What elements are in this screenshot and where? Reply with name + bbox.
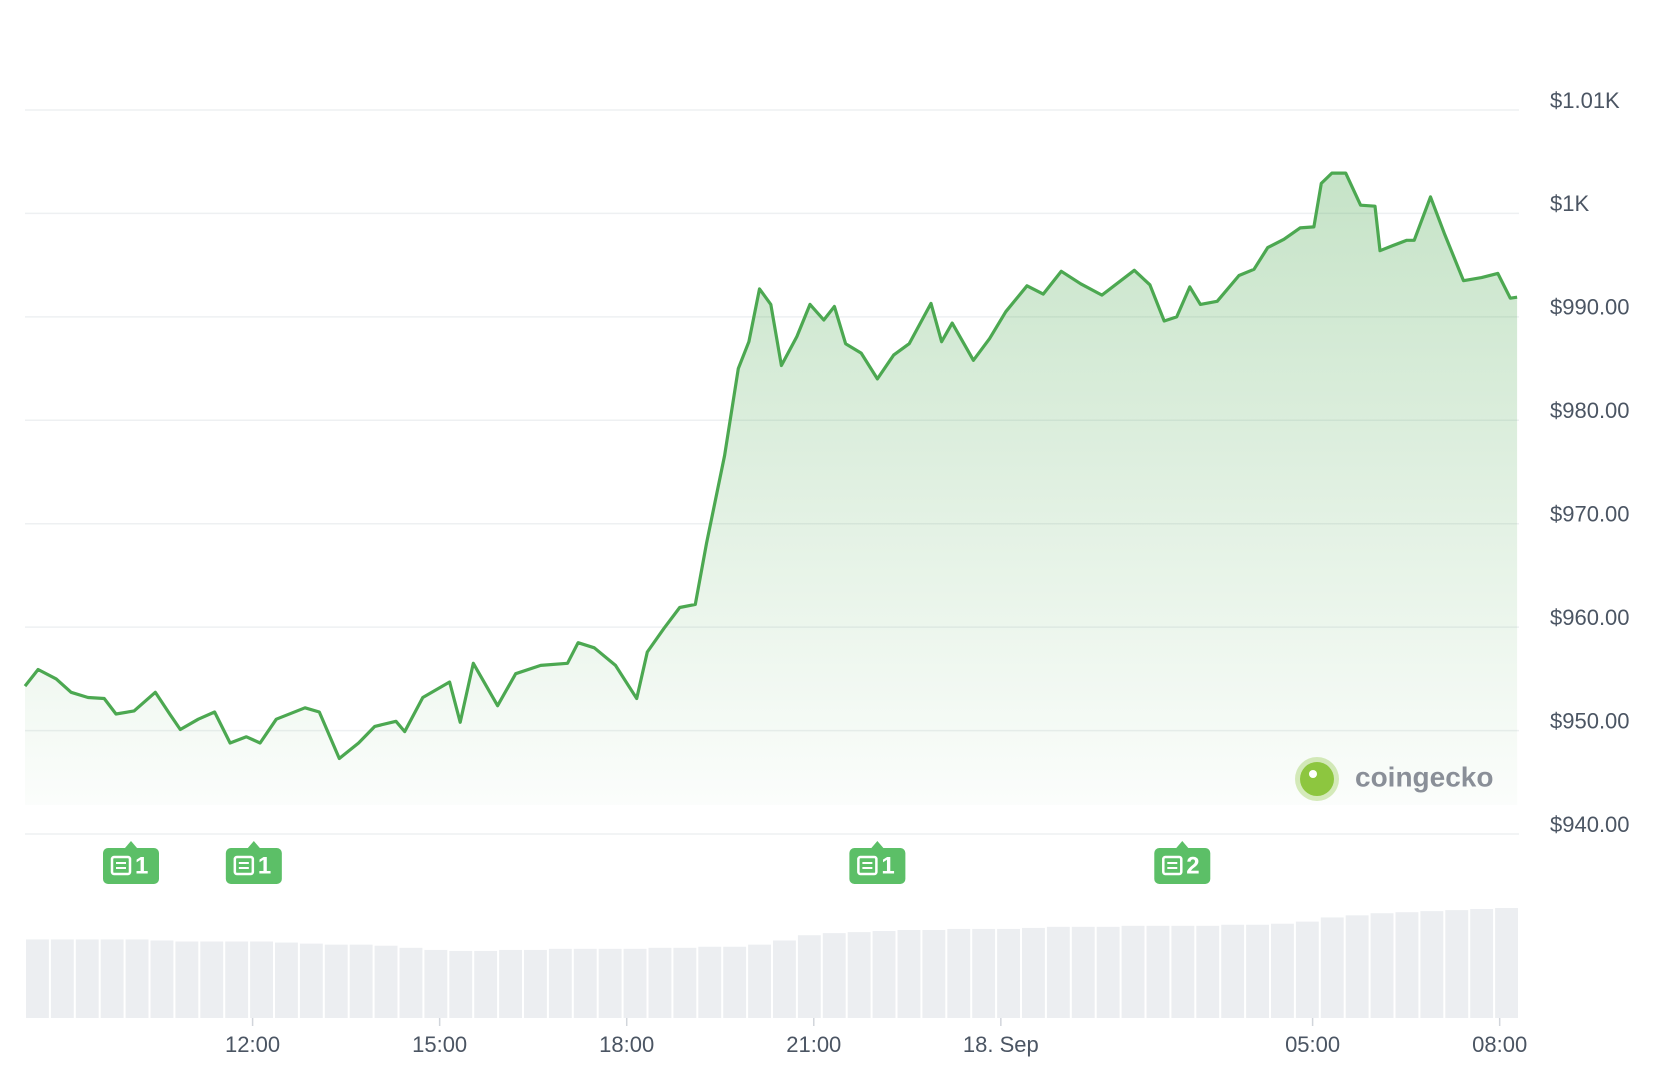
volume-bar: [75, 939, 99, 1018]
volume-bar: [822, 933, 846, 1018]
volume-bar: [299, 943, 323, 1018]
y-tick-label: $940.00: [1550, 812, 1630, 837]
volume-bar: [1395, 912, 1419, 1018]
badge-count: 1: [258, 852, 271, 879]
news-badge: 1: [103, 841, 160, 884]
y-tick-label: $970.00: [1550, 502, 1630, 527]
price-area: [25, 173, 1518, 806]
volume-bar: [225, 941, 249, 1018]
brand-logo: coingecko: [1295, 757, 1493, 801]
news-badge: 1: [849, 841, 906, 884]
volume-bar: [1320, 917, 1344, 1018]
volume-bar: [1096, 926, 1120, 1018]
volume-bar: [1246, 924, 1269, 1018]
volume-bar: [847, 932, 871, 1018]
volume-bar: [548, 948, 572, 1018]
volume-bar: [449, 950, 473, 1018]
volume-bar: [723, 946, 747, 1018]
volume-bar: [374, 945, 398, 1018]
volume-bar: [573, 948, 597, 1018]
volume-bar: [773, 940, 796, 1018]
volume-bar: [1420, 911, 1444, 1018]
y-tick-label: $1.01K: [1550, 88, 1620, 113]
volume-bar: [673, 947, 697, 1018]
volume-bar: [150, 940, 174, 1018]
volume-bar: [1295, 921, 1319, 1018]
x-tick-label: 08:00: [1472, 1032, 1527, 1057]
logo-eye: [1309, 770, 1317, 778]
volume-bar: [1146, 925, 1170, 1018]
volume-bar: [524, 949, 547, 1018]
volume-bar: [499, 949, 522, 1018]
volume-bar: [175, 941, 199, 1018]
y-tick-label: $960.00: [1550, 605, 1630, 630]
badge-pointer: [247, 841, 260, 848]
volume-bar: [797, 935, 821, 1018]
badge-count: 1: [881, 852, 894, 879]
volume-bar: [947, 928, 971, 1018]
x-tick-label: 05:00: [1285, 1032, 1340, 1057]
badge-icon: [110, 855, 132, 876]
y-tick-label: $1K: [1550, 191, 1589, 216]
volume-bar: [1221, 924, 1245, 1018]
badge-icon: [233, 855, 255, 876]
x-tick-label: 12:00: [225, 1032, 280, 1057]
volume-bar: [1470, 909, 1494, 1018]
badge-icon: [1162, 855, 1183, 876]
news-badge: 2: [1154, 841, 1211, 884]
volume-bar: [598, 948, 622, 1018]
volume-bar: [50, 939, 74, 1018]
volume-bar: [200, 941, 224, 1018]
badge-pointer: [125, 841, 138, 848]
volume-bar: [474, 950, 498, 1018]
x-tick-label: 18:00: [599, 1032, 654, 1057]
volume-bar: [1445, 910, 1469, 1018]
volume-bar: [26, 939, 49, 1018]
volume-bar: [424, 949, 448, 1018]
y-tick-label: $990.00: [1550, 295, 1630, 320]
volume-bar: [399, 947, 423, 1018]
volume-bar: [1370, 913, 1394, 1018]
x-tick-label: 18. Sep: [963, 1032, 1039, 1057]
volume-bar: [922, 930, 946, 1018]
news-badge: 1: [225, 841, 282, 884]
y-tick-label: $950.00: [1550, 708, 1630, 733]
volume-bar: [125, 939, 149, 1018]
volume-bar: [100, 939, 124, 1018]
volume-bar: [1046, 926, 1070, 1018]
volume-bar: [1071, 926, 1095, 1018]
volume-bar: [1495, 908, 1518, 1018]
volume-bar: [872, 931, 896, 1018]
volume-bar: [897, 930, 921, 1018]
badge-pointer: [1176, 841, 1189, 848]
volume-bar: [1121, 925, 1145, 1018]
badge-count: 1: [135, 852, 148, 879]
y-tick-label: $980.00: [1550, 398, 1630, 423]
volume-bar: [1271, 923, 1294, 1018]
volume-bar: [324, 944, 348, 1018]
volume-bar: [275, 942, 298, 1018]
volume-bar: [698, 946, 722, 1018]
badge-pointer: [871, 841, 884, 848]
volume-bar: [250, 941, 273, 1018]
x-tick-label: 21:00: [786, 1032, 841, 1057]
price-line: [23, 171, 1518, 761]
volume-bar: [1171, 925, 1195, 1018]
volume-bar: [623, 948, 647, 1018]
plot: $940.00 $950.00 $960.00 $970.00 $980.00 $990.…: [23, 88, 1630, 1057]
badge-count: 2: [1186, 852, 1199, 879]
x-tick-label: 15:00: [412, 1032, 467, 1057]
badge-icon: [857, 855, 878, 876]
volume-bar: [748, 944, 771, 1018]
logo-icon: [1300, 762, 1334, 796]
volume-bar: [1345, 915, 1369, 1018]
volume-bar: [997, 928, 1020, 1018]
brand-name: coingecko: [1355, 761, 1493, 792]
volume-bar: [349, 944, 373, 1018]
volume-bar: [1022, 927, 1045, 1018]
volume-bar: [648, 947, 672, 1018]
volume-bar: [972, 928, 996, 1018]
volume-bar: [1196, 925, 1220, 1018]
